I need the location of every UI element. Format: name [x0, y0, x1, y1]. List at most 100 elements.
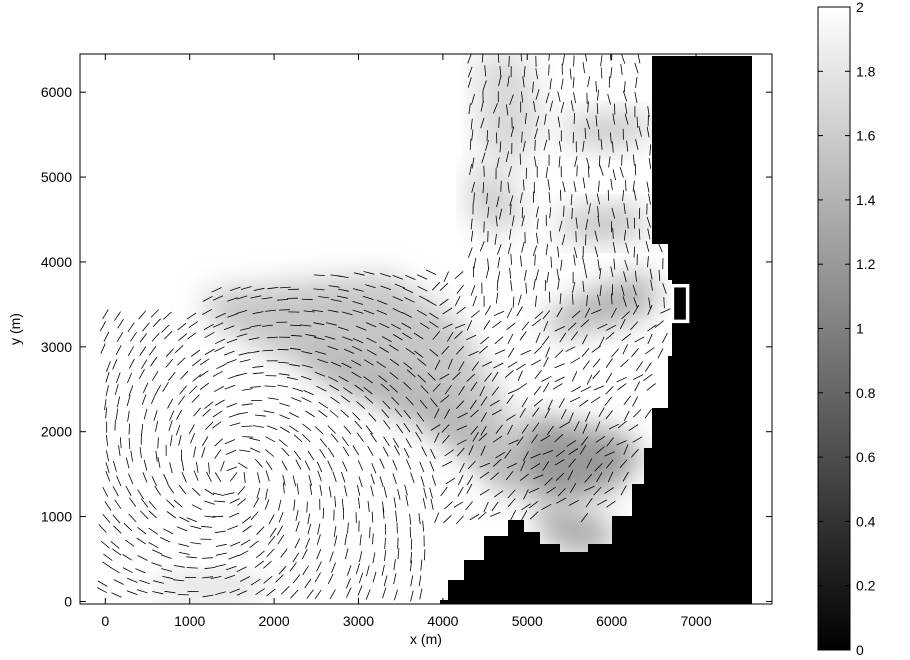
flow-vector	[163, 311, 172, 320]
flow-vector	[100, 343, 106, 354]
flow-vector	[342, 446, 350, 457]
flow-vector	[612, 169, 616, 181]
flow-vector	[257, 472, 261, 484]
flow-vector	[356, 432, 364, 442]
flow-vector	[468, 247, 473, 258]
flow-vector	[313, 288, 325, 291]
flow-vector	[467, 66, 473, 78]
flow-vector	[594, 463, 603, 472]
flow-vector	[215, 564, 226, 568]
flow-vector	[406, 459, 412, 470]
flow-vector	[456, 284, 465, 294]
flow-vector	[277, 348, 289, 351]
flow-vector	[525, 282, 527, 294]
flow-vector	[354, 384, 364, 392]
flow-vector	[353, 272, 365, 276]
flow-vector	[278, 511, 284, 523]
flow-vector	[109, 566, 120, 574]
flow-vector	[556, 307, 563, 318]
flow-vector	[598, 129, 600, 141]
flow-vector	[434, 359, 441, 370]
flow-vector	[573, 55, 575, 67]
colorbar-tick-label: 0	[856, 642, 864, 658]
flow-vector	[524, 112, 527, 125]
flow-vector	[599, 155, 601, 167]
flow-vector	[606, 324, 617, 331]
flow-vector	[528, 501, 539, 509]
flow-vector	[593, 385, 605, 391]
flow-vector	[103, 553, 113, 561]
flow-vector	[405, 275, 416, 280]
flow-vector	[608, 156, 611, 168]
flow-vector	[493, 362, 504, 369]
flow-vector	[490, 472, 500, 481]
flow-vector	[530, 463, 541, 470]
flow-vector	[204, 567, 216, 570]
flow-vector	[181, 460, 185, 472]
flow-vector	[569, 482, 577, 493]
flow-vector	[127, 346, 135, 357]
flow-vector	[633, 374, 644, 380]
flow-vector	[301, 351, 313, 355]
flow-vector	[226, 466, 238, 472]
flow-vector	[237, 412, 248, 415]
flow-vector	[266, 588, 276, 597]
flow-vector	[480, 412, 487, 423]
flow-vector	[229, 472, 238, 482]
flow-vector	[225, 449, 237, 455]
flow-vector	[519, 407, 526, 418]
flow-vector	[648, 193, 651, 205]
colorbar-ticks: 0 0.2 0.4 0.6 0.8 1 1.2 1.4 1.6 1.8 2	[818, 0, 876, 658]
flow-vector	[239, 359, 251, 363]
flow-vector	[645, 241, 650, 252]
flow-vector	[528, 487, 540, 493]
flow-vector	[623, 271, 627, 283]
flow-vector	[105, 407, 108, 419]
flow-vector	[499, 141, 502, 153]
flow-vector	[214, 399, 225, 406]
flow-vector	[371, 511, 374, 523]
flow-vector	[186, 567, 198, 569]
flow-vector	[517, 382, 528, 390]
flow-vector	[662, 283, 667, 294]
flow-vector	[458, 385, 465, 396]
colorbar-tick-label: 1.2	[856, 256, 876, 272]
flow-vector	[226, 338, 238, 344]
flow-vector	[391, 396, 400, 406]
flow-vector	[213, 492, 224, 496]
flow-vector	[292, 387, 304, 392]
flow-vector	[470, 285, 476, 296]
land-area	[440, 56, 752, 604]
flow-vector	[278, 565, 287, 575]
flow-vector	[178, 333, 188, 342]
flow-vector	[545, 244, 548, 256]
flow-vector	[241, 403, 253, 406]
flow-vector	[318, 401, 329, 409]
flow-vector	[569, 68, 572, 80]
flow-vector	[520, 349, 531, 356]
flow-vector	[547, 179, 550, 191]
flow-vector	[316, 461, 323, 473]
flow-vector	[328, 285, 340, 288]
flow-vector	[141, 394, 147, 405]
flow-vector	[392, 473, 397, 485]
flow-vector	[191, 487, 201, 496]
flow-vector	[410, 590, 414, 602]
flow-vector	[585, 497, 593, 508]
flow-vector	[290, 324, 302, 327]
flow-vector	[148, 510, 157, 519]
flow-vector	[150, 309, 159, 318]
flow-vector	[509, 195, 514, 207]
flow-vector	[264, 385, 276, 387]
flow-vector	[418, 575, 422, 587]
flow-vector	[540, 435, 551, 442]
flow-vector	[425, 269, 437, 275]
flow-vector	[205, 421, 214, 430]
flow-vector	[621, 311, 630, 320]
flow-vector	[328, 486, 332, 498]
flow-vector	[279, 414, 290, 420]
flow-vector	[307, 513, 311, 525]
flow-vector	[595, 435, 606, 443]
flow-vector	[363, 309, 375, 315]
flow-vector	[505, 471, 514, 481]
